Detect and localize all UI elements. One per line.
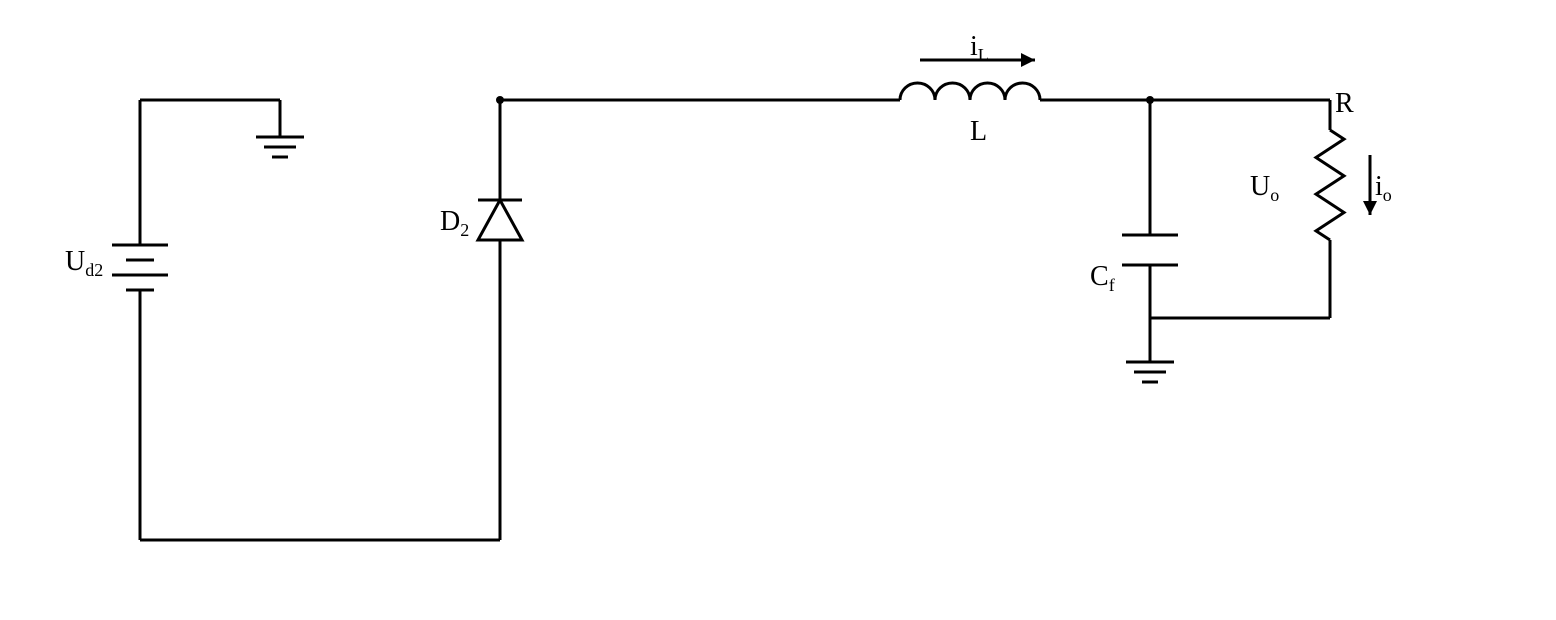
label-source2: Ud2	[65, 246, 103, 280]
label-output_voltage: Uo	[1250, 171, 1279, 205]
node-top_right_junction	[1146, 96, 1154, 104]
node-top_left_junction	[496, 96, 504, 104]
label-diode2: D2	[440, 206, 469, 240]
inductor-coil	[900, 83, 1040, 100]
resistor-zigzag	[1316, 130, 1344, 240]
label-inductor: L	[970, 116, 987, 147]
il-arrow-head	[1021, 53, 1035, 67]
label-inductor_current: iL	[970, 31, 989, 65]
diode2-anode	[478, 200, 522, 240]
circuit-diagram: Ud2 D2 iL L R Uo io Cf	[0, 0, 1556, 620]
io-arrow-head	[1363, 201, 1377, 215]
label-capacitor: Cf	[1090, 261, 1115, 295]
label-output_current: io	[1375, 171, 1392, 205]
label-resistor: R	[1335, 88, 1354, 119]
